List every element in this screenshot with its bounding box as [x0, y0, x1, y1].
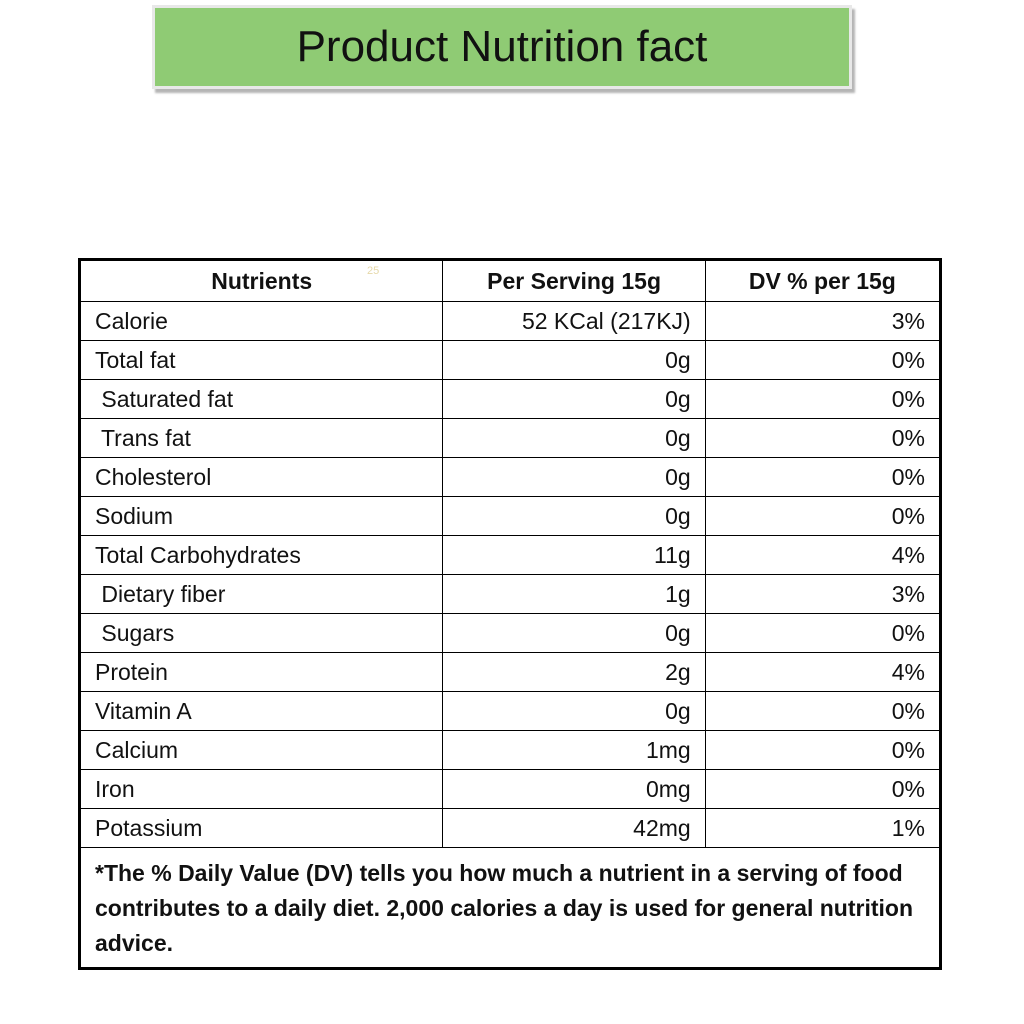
- cell: 0g: [442, 340, 706, 380]
- cell: 52 KCal (217KJ): [442, 301, 706, 341]
- cell: 0g: [442, 379, 706, 419]
- cell: 0%: [704, 730, 942, 770]
- cell: Trans fat: [78, 418, 444, 458]
- cell: 0%: [704, 418, 942, 458]
- cell: 2g: [442, 652, 706, 692]
- cell: Saturated fat: [78, 379, 444, 419]
- cell: 0%: [704, 496, 942, 536]
- cell: 4%: [704, 535, 942, 575]
- title-banner: Product Nutrition fact: [152, 5, 852, 89]
- cell: 1g: [442, 574, 706, 614]
- cell: Calcium: [78, 730, 444, 770]
- cell: Total Carbohydrates: [78, 535, 444, 575]
- cell: 4%: [704, 652, 942, 692]
- cell: Dietary fiber: [78, 574, 444, 614]
- cell: 0g: [442, 613, 706, 653]
- header-mark: 25: [367, 265, 380, 277]
- cell: Iron: [78, 769, 444, 809]
- cell: 42mg: [442, 808, 706, 848]
- cell: 0%: [704, 457, 942, 497]
- cell: 1mg: [442, 730, 706, 770]
- table-row: Calcium 1mg 0%: [78, 730, 942, 770]
- table-row: Saturated fat 0g 0%: [78, 379, 942, 419]
- cell: Protein: [78, 652, 444, 692]
- nutrition-table: Nutrients 25 Per Serving 15g DV % per 15g C…: [78, 258, 942, 970]
- cell: 3%: [704, 301, 942, 341]
- cell: Vitamin A: [78, 691, 444, 731]
- table-row: Iron 0mg 0%: [78, 769, 942, 809]
- cell: 1%: [704, 808, 942, 848]
- table-row: Potassium 42mg 1%: [78, 808, 942, 848]
- cell: 0g: [442, 418, 706, 458]
- cell: 0%: [704, 691, 942, 731]
- cell: 0%: [704, 340, 942, 380]
- table-row: Trans fat 0g 0%: [78, 418, 942, 458]
- title: Product Nutrition fact: [296, 22, 708, 71]
- table-row: Sodium 0g 0%: [78, 496, 942, 536]
- column-header: Nutrients 25: [78, 259, 444, 302]
- cell: 0%: [704, 769, 942, 809]
- column-header: DV % per 15g: [704, 259, 942, 302]
- header-row: Nutrients 25 Per Serving 15g DV % per 15g: [78, 259, 942, 302]
- cell: 0%: [704, 379, 942, 419]
- cell: 0%: [704, 613, 942, 653]
- table-row: Calorie 52 KCal (217KJ) 3%: [78, 301, 942, 341]
- column-header: Per Serving 15g: [442, 259, 706, 302]
- cell: Sodium: [78, 496, 444, 536]
- table-row: Protein 2g 4%: [78, 652, 942, 692]
- table-row: Vitamin A 0g 0%: [78, 691, 942, 731]
- cell: 11g: [442, 535, 706, 575]
- table-body: Calorie 52 KCal (217KJ) 3% Total fat 0g 0% Sa…: [78, 301, 942, 969]
- cell: Total fat: [78, 340, 444, 380]
- cell: 0g: [442, 496, 706, 536]
- table-row: Cholesterol 0g 0%: [78, 457, 942, 497]
- cell: 0mg: [442, 769, 706, 809]
- table-row: Total Carbohydrates 11g 4%: [78, 535, 942, 575]
- cell: Sugars: [78, 613, 444, 653]
- cell: 3%: [704, 574, 942, 614]
- cell: Cholesterol: [78, 457, 444, 497]
- cell: 0g: [442, 457, 706, 497]
- footnote-row: *The % Daily Value (DV) tells you how mu…: [79, 847, 941, 969]
- cell: Potassium: [78, 808, 444, 848]
- table-row: Total fat 0g 0%: [78, 340, 942, 380]
- cell: 0g: [442, 691, 706, 731]
- table-row: Dietary fiber 1g 3%: [78, 574, 942, 614]
- cell: Calorie: [78, 301, 444, 341]
- table-row: Sugars 0g 0%: [78, 613, 942, 653]
- footnote: *The % Daily Value (DV) tells you how mu…: [79, 847, 941, 969]
